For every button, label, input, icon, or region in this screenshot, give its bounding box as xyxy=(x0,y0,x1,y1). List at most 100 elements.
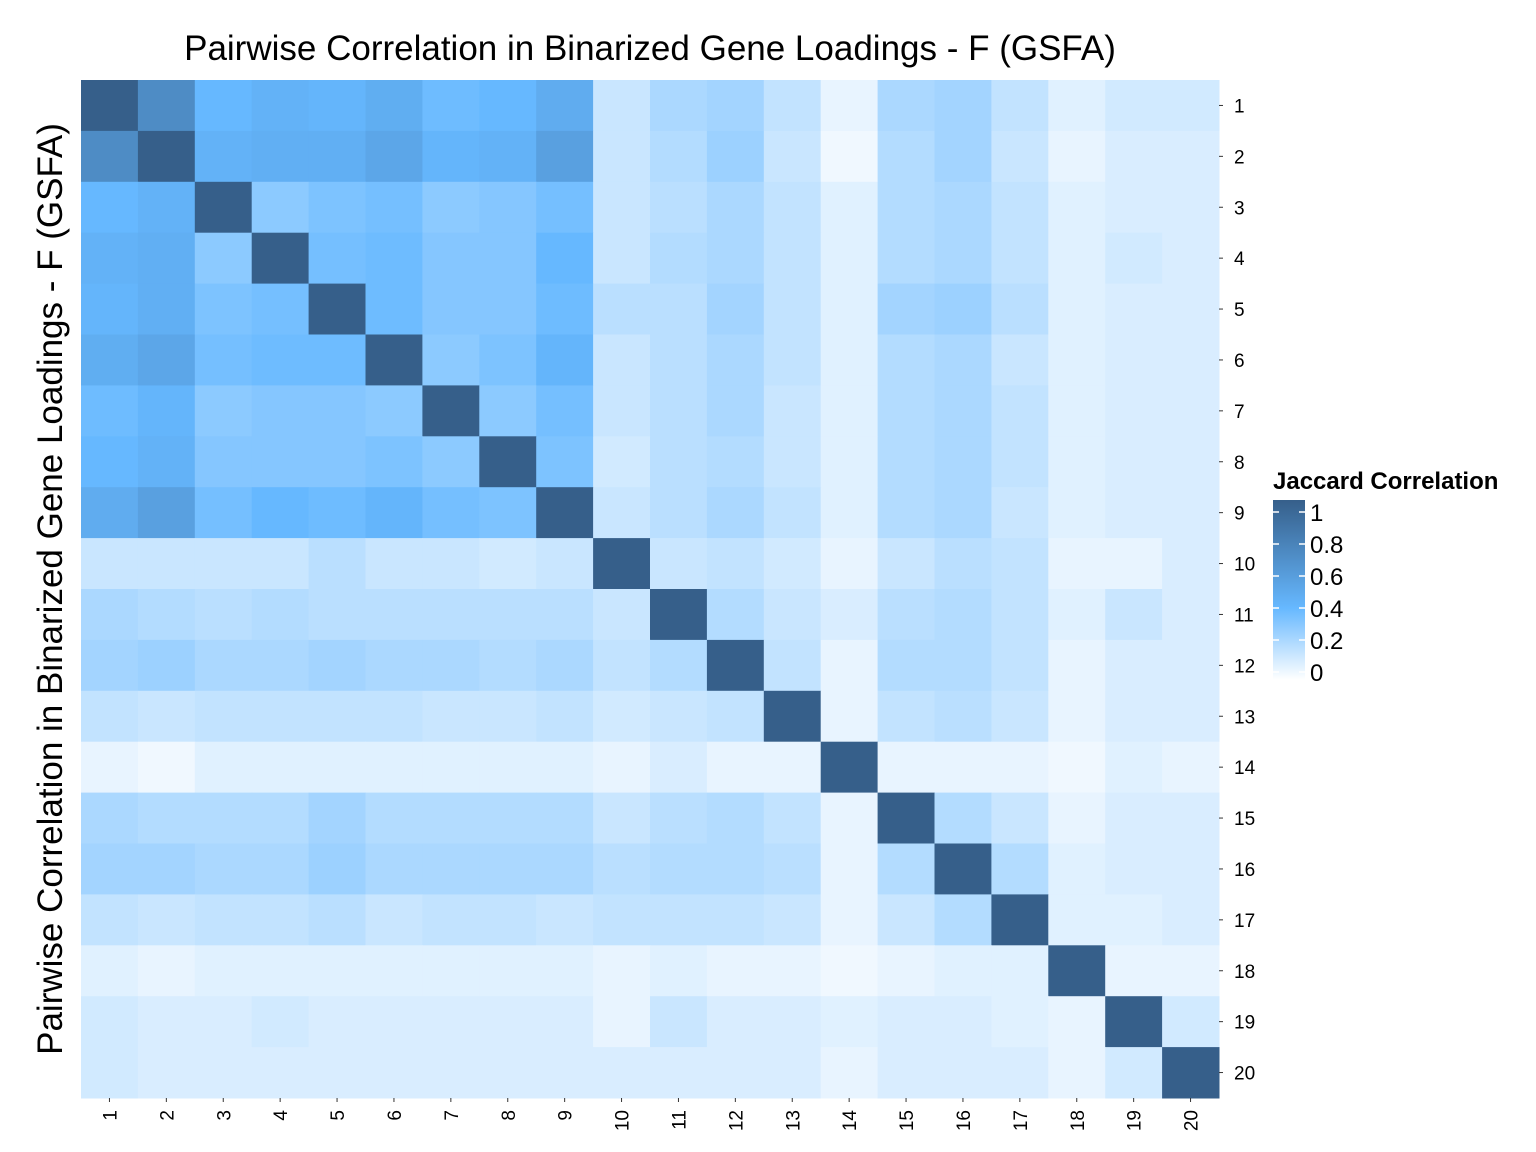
heatmap-cell xyxy=(1048,1047,1106,1099)
heatmap-cell xyxy=(137,385,196,437)
heatmap-cell xyxy=(706,385,765,437)
heatmap-cell xyxy=(479,487,537,539)
heatmap-cell xyxy=(1048,996,1106,1048)
heatmap-cell xyxy=(593,80,651,132)
y-tick-label: 16 xyxy=(1234,860,1255,881)
heatmap-cell xyxy=(365,589,423,641)
heatmap-cell xyxy=(991,436,1049,488)
heatmap-cell xyxy=(763,843,822,895)
heatmap-cell xyxy=(81,232,139,285)
heatmap-cell xyxy=(593,538,651,590)
heatmap-cell xyxy=(194,334,253,386)
heatmap-cell xyxy=(422,639,480,692)
heatmap-cell xyxy=(137,894,196,946)
heatmap-cell xyxy=(934,741,992,794)
heatmap-cell xyxy=(820,996,879,1048)
heatmap-cell xyxy=(991,741,1049,794)
heatmap-cell xyxy=(194,385,253,437)
heatmap-cell xyxy=(194,80,253,132)
heatmap-cell xyxy=(991,843,1049,895)
heatmap-cell xyxy=(536,130,594,183)
heatmap-cell xyxy=(934,487,992,539)
heatmap-cell xyxy=(1105,232,1163,285)
heatmap-cell xyxy=(479,843,537,895)
heatmap-cell xyxy=(934,130,992,183)
heatmap-cell xyxy=(820,690,879,743)
heatmap-cell xyxy=(1048,894,1106,946)
heatmap-cell xyxy=(763,996,822,1048)
heatmap-cell xyxy=(137,538,196,590)
heatmap-cell xyxy=(308,334,366,386)
heatmap-cell xyxy=(365,436,423,488)
heatmap-cell xyxy=(650,334,708,386)
heatmap-cell xyxy=(706,639,765,692)
heatmap-cell xyxy=(820,843,879,895)
heatmap-cell xyxy=(81,181,139,234)
y-tick-label: 15 xyxy=(1234,809,1255,830)
heatmap-cell xyxy=(1105,334,1163,386)
heatmap-cell xyxy=(650,996,708,1048)
heatmap-cell xyxy=(81,589,139,641)
y-tick-label: 20 xyxy=(1234,1064,1255,1085)
heatmap-cell xyxy=(536,639,594,692)
heatmap-cell xyxy=(1105,538,1163,590)
heatmap-cell xyxy=(650,843,708,895)
heatmap-cell xyxy=(706,1047,765,1099)
heatmap-cell xyxy=(137,1047,196,1099)
heatmap-cell xyxy=(137,283,196,335)
heatmap-cell xyxy=(308,690,366,743)
heatmap-cell xyxy=(1162,996,1220,1048)
heatmap-cell xyxy=(308,1047,366,1099)
heatmap-cell xyxy=(593,436,651,488)
heatmap-cell xyxy=(593,792,651,844)
y-tick-label: 13 xyxy=(1234,707,1255,728)
heatmap-cell xyxy=(650,589,708,641)
y-tick-label: 3 xyxy=(1234,198,1245,219)
heatmap-cell xyxy=(536,996,594,1048)
heatmap-cell xyxy=(1048,334,1106,386)
heatmap-cell xyxy=(194,690,253,743)
heatmap-cell xyxy=(479,283,537,335)
heatmap-cell xyxy=(422,589,480,641)
heatmap-cell xyxy=(137,945,196,997)
legend: Jaccard Correlation 1 0.8 0.6 0.4 0.2 0 xyxy=(1273,468,1498,687)
heatmap-cell xyxy=(479,130,537,183)
heatmap-cell xyxy=(877,436,935,488)
heatmap-cell xyxy=(137,690,196,743)
heatmap-cell xyxy=(365,487,423,539)
heatmap-cell xyxy=(763,639,822,692)
heatmap-cell xyxy=(81,1047,139,1099)
heatmap-cell xyxy=(1162,487,1220,539)
heatmap-cell xyxy=(1048,843,1106,895)
heatmap-cell xyxy=(194,792,253,844)
heatmap-cell xyxy=(1162,232,1220,285)
y-tick-label: 17 xyxy=(1234,911,1255,932)
heatmap-cell xyxy=(1105,589,1163,641)
heatmap-cell xyxy=(479,792,537,844)
heatmap-cell xyxy=(877,80,935,132)
heatmap-cell xyxy=(422,792,480,844)
heatmap-cell xyxy=(820,487,879,539)
heatmap-cell xyxy=(137,334,196,386)
y-axis-label: Pairwise Correlation in Binarized Gene L… xyxy=(31,123,70,1055)
heatmap-cell xyxy=(1048,487,1106,539)
heatmap-cell xyxy=(536,283,594,335)
heatmap-cell xyxy=(365,181,423,234)
heatmap-cell xyxy=(650,283,708,335)
heatmap-cell xyxy=(251,436,310,488)
heatmap-cell xyxy=(877,385,935,437)
heatmap-cell xyxy=(877,283,935,335)
heatmap-cell xyxy=(763,436,822,488)
heatmap-cell xyxy=(1162,843,1220,895)
heatmap-cell xyxy=(536,436,594,488)
heatmap-cell xyxy=(820,181,879,234)
x-tick-label: 18 xyxy=(1068,1110,1089,1131)
heatmap-cell xyxy=(365,843,423,895)
heatmap-cell xyxy=(706,436,765,488)
heatmap-cell xyxy=(934,1047,992,1099)
heatmap-cell xyxy=(1105,639,1163,692)
heatmap-cell xyxy=(251,996,310,1048)
heatmap-cell xyxy=(1105,996,1163,1048)
heatmap-cell xyxy=(365,130,423,183)
